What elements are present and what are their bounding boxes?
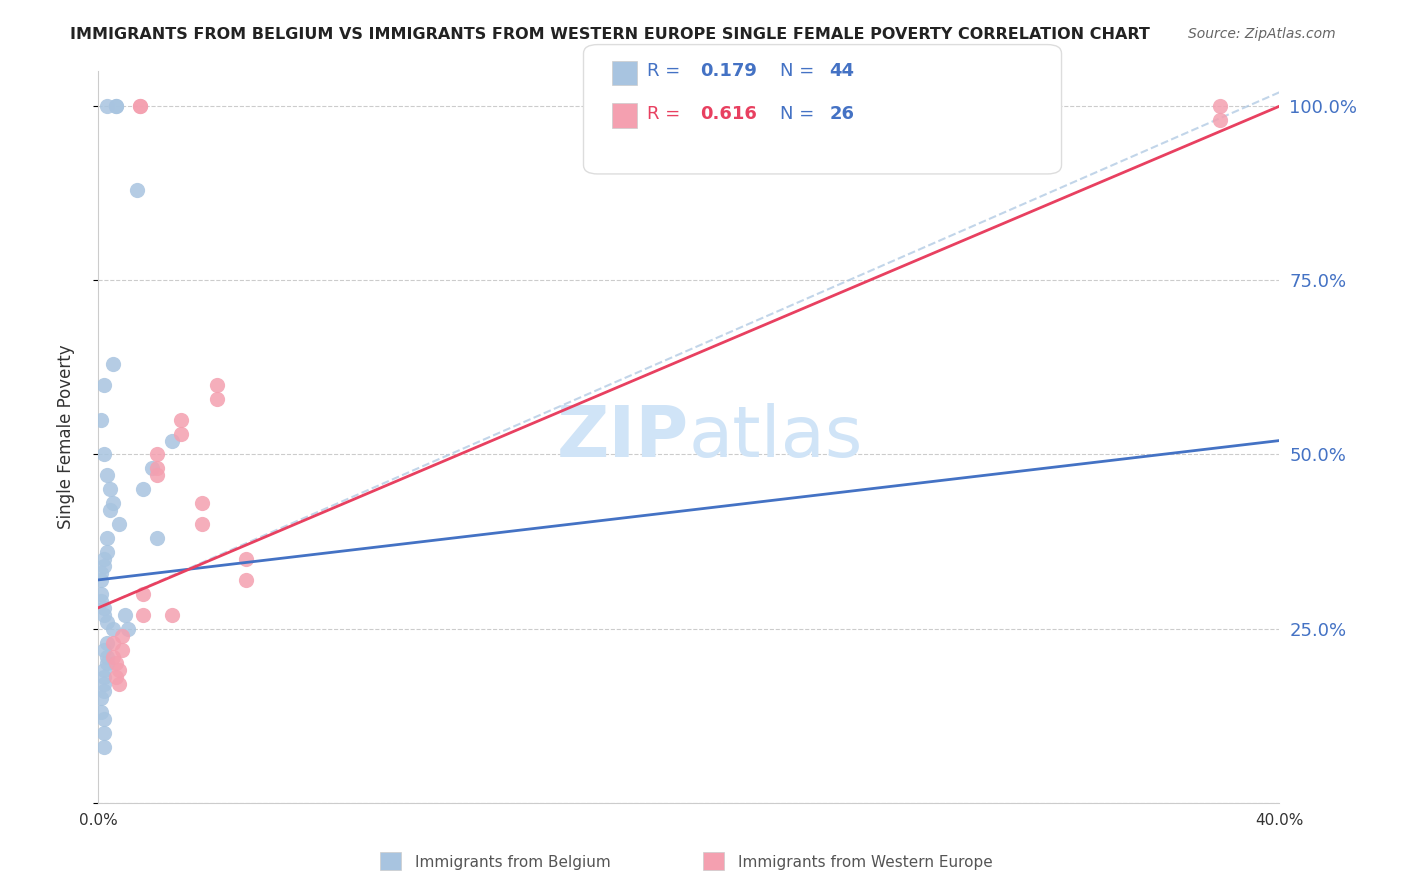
- Point: [111, 629, 134, 643]
- Point: [96, 99, 118, 113]
- Text: Immigrants from Belgium: Immigrants from Belgium: [415, 855, 610, 870]
- Point: [114, 607, 136, 622]
- Point: [235, 552, 257, 566]
- Point: [162, 434, 183, 448]
- Point: [146, 448, 169, 462]
- Point: [90, 566, 112, 580]
- Text: R =: R =: [647, 62, 686, 80]
- Point: [98, 503, 121, 517]
- Point: [105, 99, 128, 113]
- Point: [235, 573, 257, 587]
- Point: [96, 531, 118, 545]
- Point: [132, 587, 155, 601]
- Point: [90, 705, 112, 719]
- Point: [132, 483, 155, 497]
- Point: [103, 622, 125, 636]
- Point: [90, 573, 112, 587]
- Point: [146, 468, 169, 483]
- Point: [141, 461, 163, 475]
- Point: [108, 677, 131, 691]
- Point: [90, 594, 112, 608]
- Point: [1209, 99, 1232, 113]
- Point: [191, 517, 214, 532]
- Point: [103, 496, 125, 510]
- Point: [96, 657, 118, 671]
- Text: 26: 26: [830, 105, 855, 123]
- Point: [96, 545, 118, 559]
- Point: [93, 677, 115, 691]
- Point: [205, 377, 228, 392]
- Text: 0.179: 0.179: [700, 62, 756, 80]
- Point: [132, 607, 155, 622]
- Point: [191, 496, 214, 510]
- Point: [128, 99, 150, 113]
- Point: [93, 726, 115, 740]
- Point: [93, 740, 115, 755]
- Point: [93, 684, 115, 698]
- Point: [105, 99, 128, 113]
- Point: [93, 600, 115, 615]
- Point: [1209, 113, 1232, 128]
- Text: ZIP: ZIP: [557, 402, 689, 472]
- Point: [96, 468, 118, 483]
- Text: IMMIGRANTS FROM BELGIUM VS IMMIGRANTS FROM WESTERN EUROPE SINGLE FEMALE POVERTY : IMMIGRANTS FROM BELGIUM VS IMMIGRANTS FR…: [70, 27, 1150, 42]
- Point: [93, 664, 115, 678]
- Y-axis label: Single Female Poverty: Single Female Poverty: [56, 345, 75, 529]
- Point: [93, 712, 115, 726]
- Point: [111, 642, 134, 657]
- Point: [146, 461, 169, 475]
- Point: [108, 664, 131, 678]
- Point: [125, 183, 148, 197]
- Point: [93, 642, 115, 657]
- Point: [93, 558, 115, 573]
- Point: [90, 412, 112, 426]
- Point: [90, 691, 112, 706]
- Point: [146, 531, 169, 545]
- Point: [90, 587, 112, 601]
- Point: [170, 426, 193, 441]
- Point: [105, 657, 128, 671]
- Point: [98, 483, 121, 497]
- Point: [170, 412, 193, 426]
- Point: [108, 517, 131, 532]
- Text: N =: N =: [780, 62, 820, 80]
- Point: [93, 552, 115, 566]
- Point: [96, 649, 118, 664]
- Point: [105, 670, 128, 684]
- Point: [93, 377, 115, 392]
- Point: [93, 448, 115, 462]
- Text: 44: 44: [830, 62, 855, 80]
- Text: 0.616: 0.616: [700, 105, 756, 123]
- Point: [103, 357, 125, 371]
- Point: [162, 607, 183, 622]
- Point: [205, 392, 228, 406]
- Text: N =: N =: [780, 105, 820, 123]
- Point: [103, 649, 125, 664]
- Text: Immigrants from Western Europe: Immigrants from Western Europe: [738, 855, 993, 870]
- Point: [103, 635, 125, 649]
- Point: [117, 622, 139, 636]
- Point: [96, 615, 118, 629]
- Point: [93, 607, 115, 622]
- Text: atlas: atlas: [689, 402, 863, 472]
- Text: R =: R =: [647, 105, 686, 123]
- Point: [93, 670, 115, 684]
- Point: [128, 99, 150, 113]
- Point: [96, 635, 118, 649]
- Text: Source: ZipAtlas.com: Source: ZipAtlas.com: [1188, 27, 1336, 41]
